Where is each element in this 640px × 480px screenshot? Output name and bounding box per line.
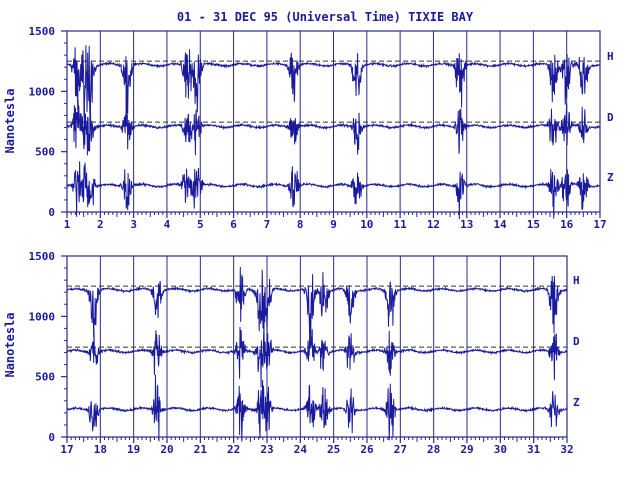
x-tick-label: 8 bbox=[297, 218, 304, 231]
x-tick-label: 12 bbox=[427, 218, 440, 231]
x-tick-label: 29 bbox=[460, 443, 473, 456]
x-tick-label: 3 bbox=[130, 218, 137, 231]
series-trace-h bbox=[66, 266, 568, 343]
chart-title: 01 - 31 DEC 95 (Universal Time) TIXIE BA… bbox=[177, 10, 474, 24]
y-tick-label: 1500 bbox=[29, 250, 56, 263]
series-trace-h bbox=[66, 45, 601, 125]
x-tick-label: 4 bbox=[164, 218, 171, 231]
x-tick-label: 25 bbox=[327, 443, 340, 456]
y-tick-label: 1000 bbox=[29, 85, 56, 98]
x-tick-label: 16 bbox=[560, 218, 574, 231]
y-tick-label: 500 bbox=[35, 371, 55, 384]
series-label-h-bottom: H bbox=[573, 274, 580, 287]
x-tick-label: 11 bbox=[394, 218, 408, 231]
y-tick-label: 1500 bbox=[29, 25, 56, 38]
x-tick-label: 26 bbox=[360, 443, 374, 456]
x-tick-label: 5 bbox=[197, 218, 204, 231]
y-tick-label: 0 bbox=[48, 431, 55, 444]
x-tick-label: 20 bbox=[160, 443, 173, 456]
series-trace-z bbox=[66, 374, 568, 442]
series-trace-z bbox=[66, 161, 601, 220]
x-tick-label: 31 bbox=[527, 443, 541, 456]
bottom-panel: Nanotesla H D Z bbox=[3, 274, 580, 409]
x-tick-label: 30 bbox=[494, 443, 507, 456]
y-tick-label: 500 bbox=[35, 146, 55, 159]
y-tick-label: 1000 bbox=[29, 310, 56, 323]
series-trace-d bbox=[66, 95, 601, 156]
series-label-z-top: Z bbox=[607, 171, 614, 184]
series-label-d-bottom: D bbox=[573, 335, 580, 348]
y-axis-label-bottom: Nanotesla bbox=[3, 312, 17, 377]
series-label-h-top: H bbox=[607, 50, 614, 63]
x-tick-label: 13 bbox=[460, 218, 473, 231]
x-tick-label: 9 bbox=[330, 218, 337, 231]
x-tick-label: 17 bbox=[60, 443, 73, 456]
x-tick-label: 6 bbox=[230, 218, 237, 231]
x-tick-label: 22 bbox=[227, 443, 240, 456]
y-tick-label: 0 bbox=[48, 206, 55, 219]
x-tick-label: 15 bbox=[527, 218, 540, 231]
top-panel: Nanotesla H D Z bbox=[3, 50, 614, 184]
series-trace-d bbox=[66, 326, 568, 388]
x-tick-label: 19 bbox=[127, 443, 140, 456]
x-tick-label: 1 bbox=[64, 218, 71, 231]
series-label-d-top: D bbox=[607, 111, 614, 124]
x-tick-label: 18 bbox=[94, 443, 107, 456]
x-tick-label: 27 bbox=[394, 443, 407, 456]
x-tick-label: 17 bbox=[593, 218, 606, 231]
x-tick-label: 7 bbox=[264, 218, 271, 231]
y-axis-label-top: Nanotesla bbox=[3, 88, 17, 153]
x-tick-label: 23 bbox=[260, 443, 273, 456]
x-tick-label: 28 bbox=[427, 443, 440, 456]
x-tick-label: 10 bbox=[360, 218, 373, 231]
x-tick-label: 32 bbox=[560, 443, 573, 456]
x-tick-label: 14 bbox=[493, 218, 507, 231]
x-tick-label: 21 bbox=[194, 443, 208, 456]
series-label-z-bottom: Z bbox=[573, 396, 580, 409]
x-tick-label: 2 bbox=[97, 218, 104, 231]
x-tick-label: 24 bbox=[294, 443, 308, 456]
